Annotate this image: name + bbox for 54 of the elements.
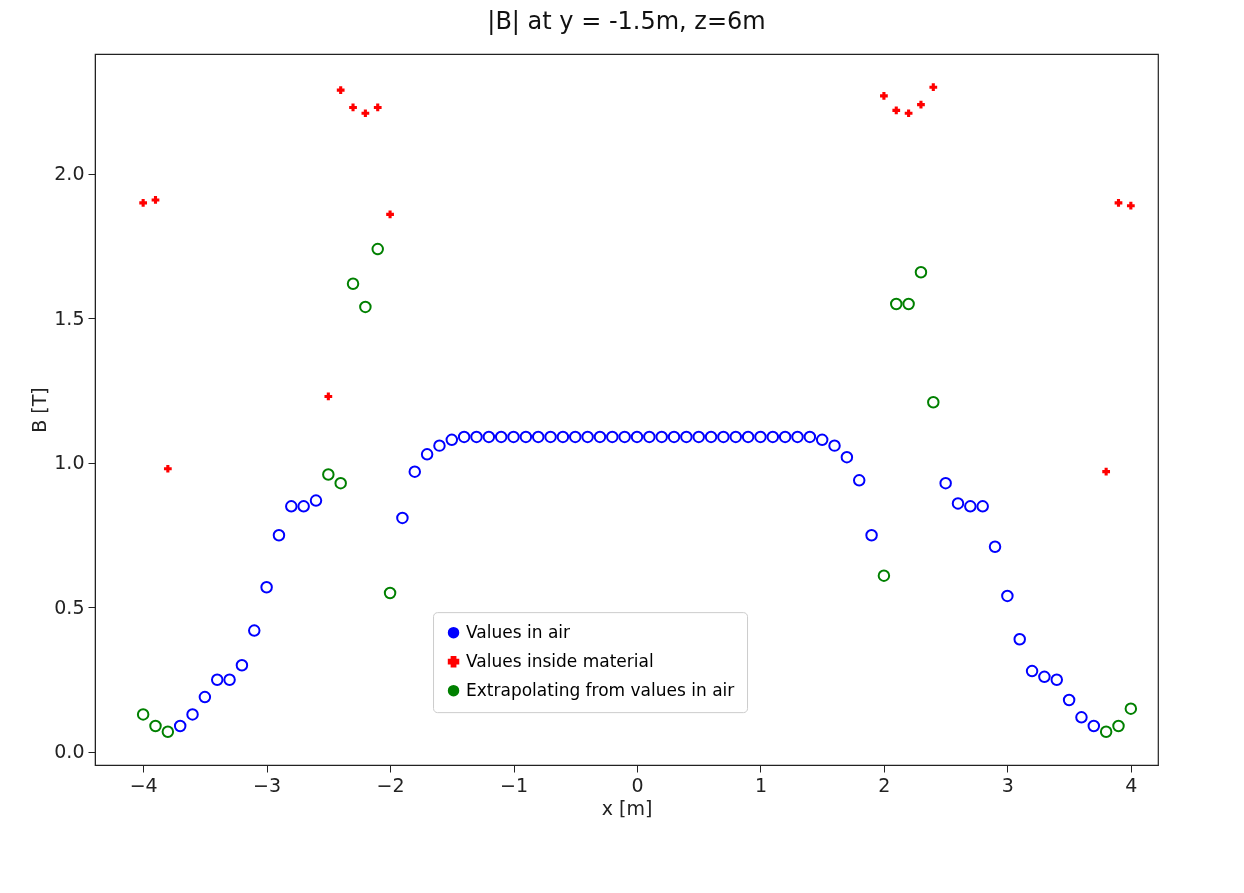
x-tick-label: −4 [129, 773, 158, 796]
point [1102, 467, 1111, 476]
point [904, 109, 913, 118]
point [892, 106, 901, 115]
point [927, 396, 940, 409]
point [877, 569, 891, 582]
point [359, 300, 372, 314]
x-tick-label: 2 [878, 773, 891, 796]
y-tick-label: 0.5 [54, 595, 85, 618]
point [1124, 702, 1138, 715]
point [322, 468, 335, 481]
legend-label: Values inside material [466, 650, 654, 671]
x-tick-label: 3 [1001, 773, 1014, 796]
y-tick-label: 1.0 [54, 451, 85, 474]
point [371, 242, 384, 256]
point [349, 103, 357, 112]
x-tick-label: 1 [754, 773, 767, 796]
x-axis-title: x [m] [601, 796, 653, 819]
point [929, 83, 938, 92]
point [1099, 725, 1113, 738]
y-tick-label: 1.5 [54, 306, 85, 329]
y-tick-label: 2.0 [54, 162, 85, 185]
point [161, 725, 175, 738]
point [149, 719, 162, 733]
x-tick-label: −3 [253, 773, 282, 796]
point [890, 297, 903, 311]
point [373, 103, 382, 112]
x-tick-label: −1 [500, 773, 529, 796]
point [336, 86, 345, 94]
x-tick-label: −2 [376, 773, 405, 796]
chart-title: |B| at y = -1.5m, z=6m [487, 7, 766, 35]
point [324, 392, 333, 401]
point [1126, 201, 1135, 210]
point [361, 109, 370, 118]
x-tick-label: 0 [631, 773, 644, 796]
point [136, 708, 150, 721]
point [917, 100, 925, 109]
point [334, 476, 347, 490]
point [902, 297, 915, 311]
point [151, 196, 160, 204]
legend-label: Extrapolating from values in air [466, 679, 735, 700]
point [139, 198, 148, 207]
point [1114, 198, 1123, 207]
legend-label: Values in air [466, 621, 571, 642]
x-tick-label: 4 [1125, 773, 1138, 796]
point [163, 464, 172, 473]
point [1112, 719, 1125, 733]
y-axis-title: B [T] [28, 387, 51, 433]
y-tick-label: 0.0 [54, 740, 85, 763]
point [880, 92, 888, 100]
point [383, 586, 397, 600]
point [346, 277, 360, 291]
point [386, 210, 394, 219]
point [914, 265, 928, 279]
